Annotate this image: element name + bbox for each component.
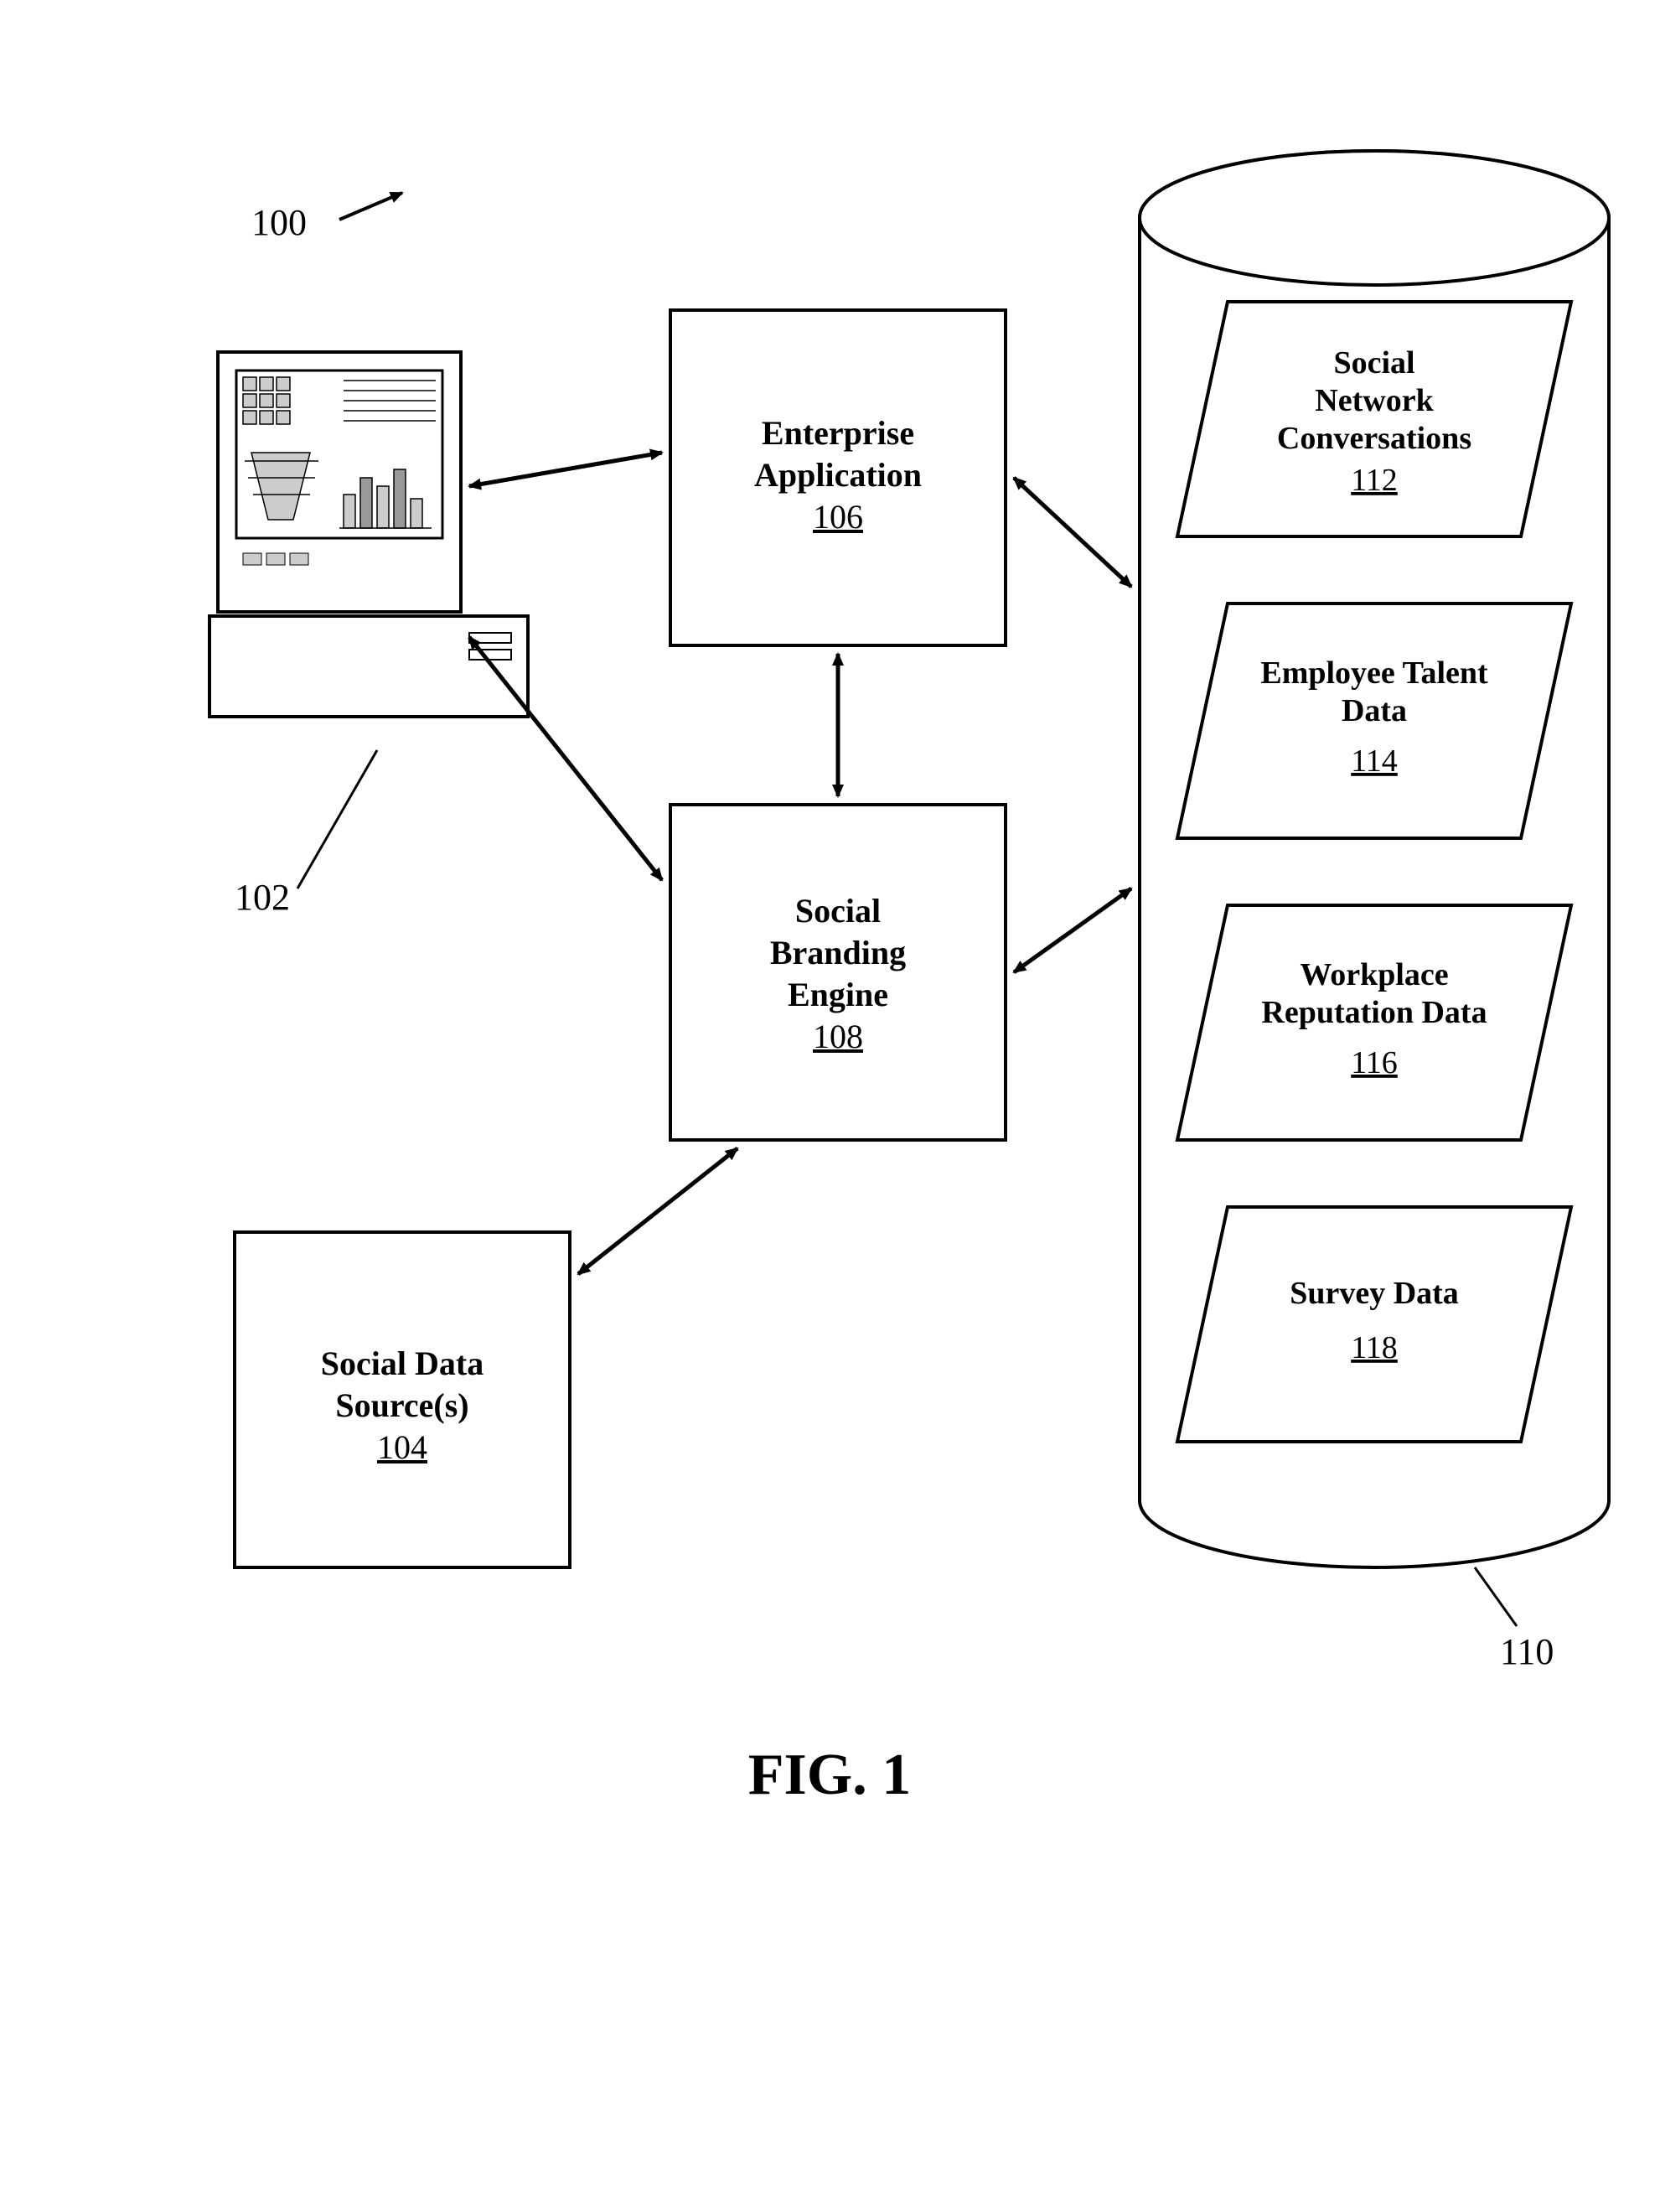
figure-caption: FIG. 1 bbox=[748, 1743, 911, 1807]
database-cylinder: Social Network Conversations 112 Employe… bbox=[1140, 151, 1609, 1567]
db-item-survey-data: Survey Data 118 bbox=[1177, 1207, 1571, 1442]
db-item4-line1: Survey Data bbox=[1290, 1276, 1459, 1311]
computer-terminal bbox=[209, 352, 528, 717]
db-item2-line2: Data bbox=[1342, 693, 1407, 728]
db-item1-line2: Network bbox=[1315, 383, 1434, 418]
social-branding-title3: Engine bbox=[788, 976, 888, 1013]
social-branding-title1: Social bbox=[795, 892, 881, 930]
db-item1-line3: Conversations bbox=[1277, 421, 1471, 456]
db-item-workplace-reputation-data: Workplace Reputation Data 116 bbox=[1177, 905, 1571, 1140]
enterprise-app-title2: Application bbox=[754, 456, 922, 494]
db-item2-line1: Employee Talent bbox=[1260, 655, 1488, 691]
db-item1-ref: 112 bbox=[1351, 463, 1398, 498]
arrow-enterprise-db bbox=[1014, 478, 1131, 587]
db-item2-ref: 114 bbox=[1351, 743, 1398, 779]
db-item-employee-talent-data: Employee Talent Data 114 bbox=[1177, 604, 1571, 838]
enterprise-app-title1: Enterprise bbox=[762, 414, 914, 452]
social-data-source-node: Social Data Source(s) 104 bbox=[235, 1232, 570, 1567]
label-102-text: 102 bbox=[235, 877, 290, 918]
arrow-computer-enterprise bbox=[469, 453, 662, 486]
arrow-branding-datasource bbox=[578, 1148, 737, 1274]
label-110-text: 110 bbox=[1500, 1631, 1554, 1672]
social-data-src-ref: 104 bbox=[377, 1428, 427, 1466]
social-data-src-title1: Social Data bbox=[321, 1344, 484, 1382]
db-item-social-network-conversations: Social Network Conversations 112 bbox=[1177, 302, 1571, 536]
db-item3-ref: 116 bbox=[1351, 1045, 1398, 1080]
label-100: 100 bbox=[251, 193, 402, 243]
enterprise-application-node: Enterprise Application 106 bbox=[670, 310, 1006, 645]
social-branding-title2: Branding bbox=[770, 934, 906, 971]
arrow-computer-branding bbox=[469, 637, 662, 880]
label-110: 110 bbox=[1475, 1567, 1554, 1672]
enterprise-app-ref: 106 bbox=[813, 498, 863, 536]
db-item3-line1: Workplace bbox=[1300, 957, 1448, 992]
arrow-branding-db bbox=[1014, 888, 1131, 972]
system-architecture-diagram: 100 bbox=[0, 0, 1660, 2212]
db-item1-line1: Social bbox=[1333, 345, 1414, 381]
db-item4-ref: 118 bbox=[1351, 1330, 1398, 1365]
social-branding-ref: 108 bbox=[813, 1018, 863, 1055]
db-item3-line2: Reputation Data bbox=[1261, 995, 1487, 1030]
label-102: 102 bbox=[235, 750, 377, 918]
label-100-text: 100 bbox=[251, 202, 307, 243]
social-data-src-title2: Source(s) bbox=[335, 1386, 468, 1424]
social-branding-engine-node: Social Branding Engine 108 bbox=[670, 805, 1006, 1140]
